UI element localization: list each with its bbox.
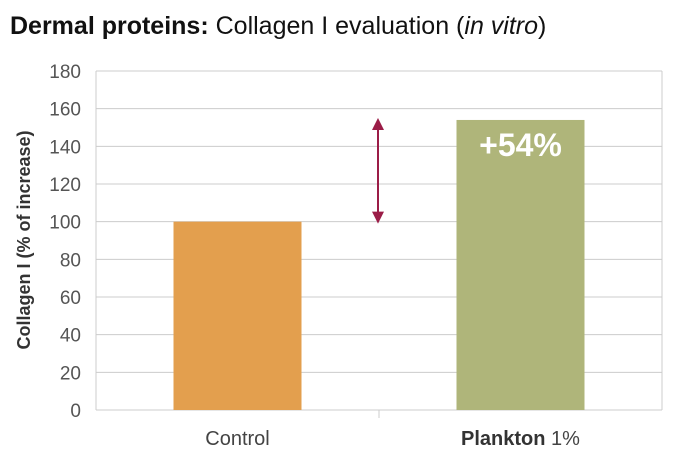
y-tick-labels: 0 20 40 60 80 100 120 140 160 180 [49, 62, 81, 422]
y-tick-label: 80 [60, 250, 81, 271]
y-tick-label: 120 [49, 175, 81, 196]
y-tick-label: 0 [70, 401, 81, 422]
y-tick-label: 100 [49, 213, 81, 234]
y-tick-label: 140 [49, 137, 81, 158]
chart-title: Dermal proteins: Collagen I evaluation (… [10, 12, 546, 40]
y-axis-label: Collagen I (% of increase) [14, 130, 34, 349]
bars [173, 119, 585, 410]
bar-1 [456, 119, 585, 410]
category-label-1: Plankton 1% [461, 428, 580, 450]
y-tick-label: 60 [60, 288, 81, 309]
y-tick-label: 180 [49, 62, 81, 83]
bar-0 [173, 221, 302, 410]
y-tick-label: 40 [60, 326, 81, 347]
increase-annotation: +54% [479, 127, 562, 163]
y-tick-label: 20 [60, 363, 81, 384]
y-tick-label: 160 [49, 100, 81, 121]
x-category-labels: Control Plankton 1% [205, 428, 580, 450]
category-label-0: Control [205, 428, 269, 450]
